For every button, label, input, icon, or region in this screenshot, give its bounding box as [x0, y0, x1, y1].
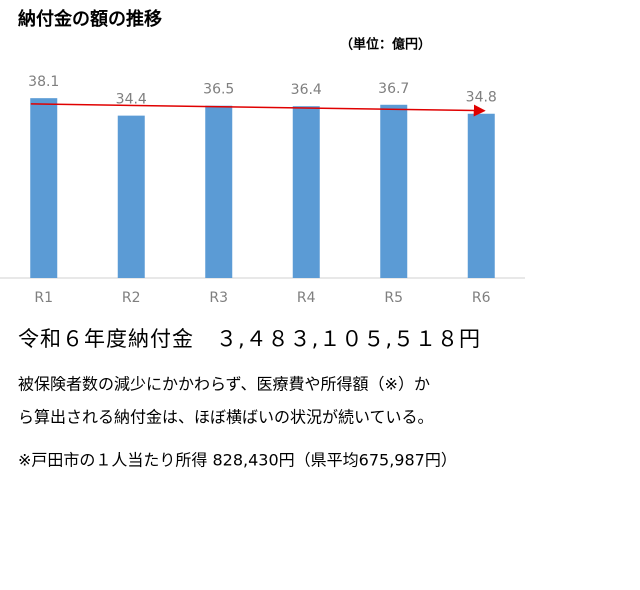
x-tick-label: R1 [34, 290, 53, 306]
value-label: 36.5 [203, 82, 234, 98]
bar [380, 104, 408, 278]
x-tick-label: R2 [122, 290, 141, 306]
trend-line [30, 103, 486, 117]
chart-title: 納付金の額の推移 [18, 8, 162, 30]
summary: 令和６年度納付金 ３,４８３,１０５,５１８円 [18, 327, 481, 351]
value-label: 36.7 [378, 81, 409, 97]
x-tick-label: R5 [384, 290, 403, 306]
x-tick-label: R4 [297, 290, 316, 306]
value-label: 34.8 [466, 90, 497, 106]
description-line: ら算出される納付金は、ほぼ横ばいの状況が続いている。 [18, 408, 434, 427]
value-label: 34.4 [116, 92, 147, 108]
bar [117, 115, 145, 278]
description-line: 被保険者数の減少にかかわらず、医療費や所得額（※）か [18, 375, 430, 394]
unit-label: （単位：億円） [340, 37, 431, 53]
bar [292, 106, 320, 278]
bar [205, 105, 233, 278]
value-label: 38.1 [28, 74, 59, 90]
bar [30, 98, 58, 278]
x-tick-label: R6 [472, 290, 491, 306]
value-label: 36.4 [291, 82, 322, 98]
note: ※戸田市の１人当たり所得 828,430円（県平均675,987円） [18, 451, 457, 470]
x-tick-label: R3 [209, 290, 228, 306]
bar [467, 113, 495, 278]
